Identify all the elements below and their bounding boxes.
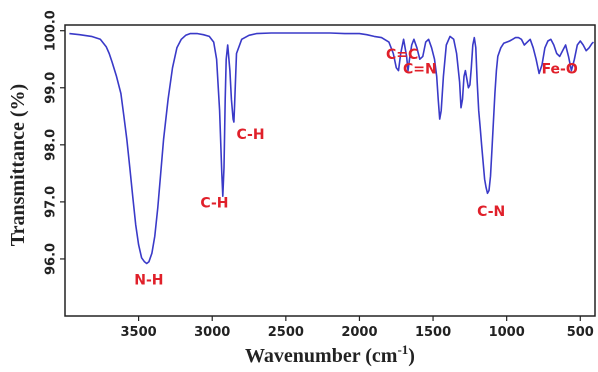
x-tick-label: 1500 [415, 325, 451, 340]
peak-annotation: C-H [200, 196, 228, 212]
x-tick-label: 1000 [489, 325, 525, 340]
x-tick-label: 3500 [121, 325, 157, 340]
x-axis-title: Wavenumber (cm-1) [245, 342, 415, 367]
x-axis-title-end: ) [408, 345, 415, 367]
plot-layer: 3500 3000 2500 2000 1500 1000 500 96.0 97.0 98.0 9… [44, 10, 596, 340]
y-tick-label: 96.0 [44, 243, 59, 275]
peak-annotation: Fe-O [542, 62, 578, 78]
y-tick-label: 97.0 [44, 186, 59, 218]
x-tick-label: 500 [567, 325, 594, 340]
plot-frame [64, 24, 596, 317]
x-tick-label: 2000 [341, 325, 377, 340]
peak-annotation: N-H [134, 273, 163, 289]
peak-annotation: C-N [477, 204, 505, 220]
x-axis-title-main: Wavenumber (cm [245, 345, 398, 367]
x-axis-title-superscript: -1 [397, 342, 408, 357]
peak-annotation: C-H [236, 127, 264, 143]
y-tick-label: 100.0 [44, 10, 59, 51]
y-axis-title: Transmittance (%) [7, 84, 29, 246]
peak-annotation: C=N [403, 62, 437, 78]
peak-annotation: C=C [386, 47, 418, 63]
spectrum-line [69, 32, 595, 265]
y-tick-label: 98.0 [44, 129, 59, 161]
x-tick-label: 3000 [194, 325, 230, 340]
y-tick-label: 99.0 [44, 72, 59, 104]
x-tick-label: 2500 [268, 325, 304, 340]
